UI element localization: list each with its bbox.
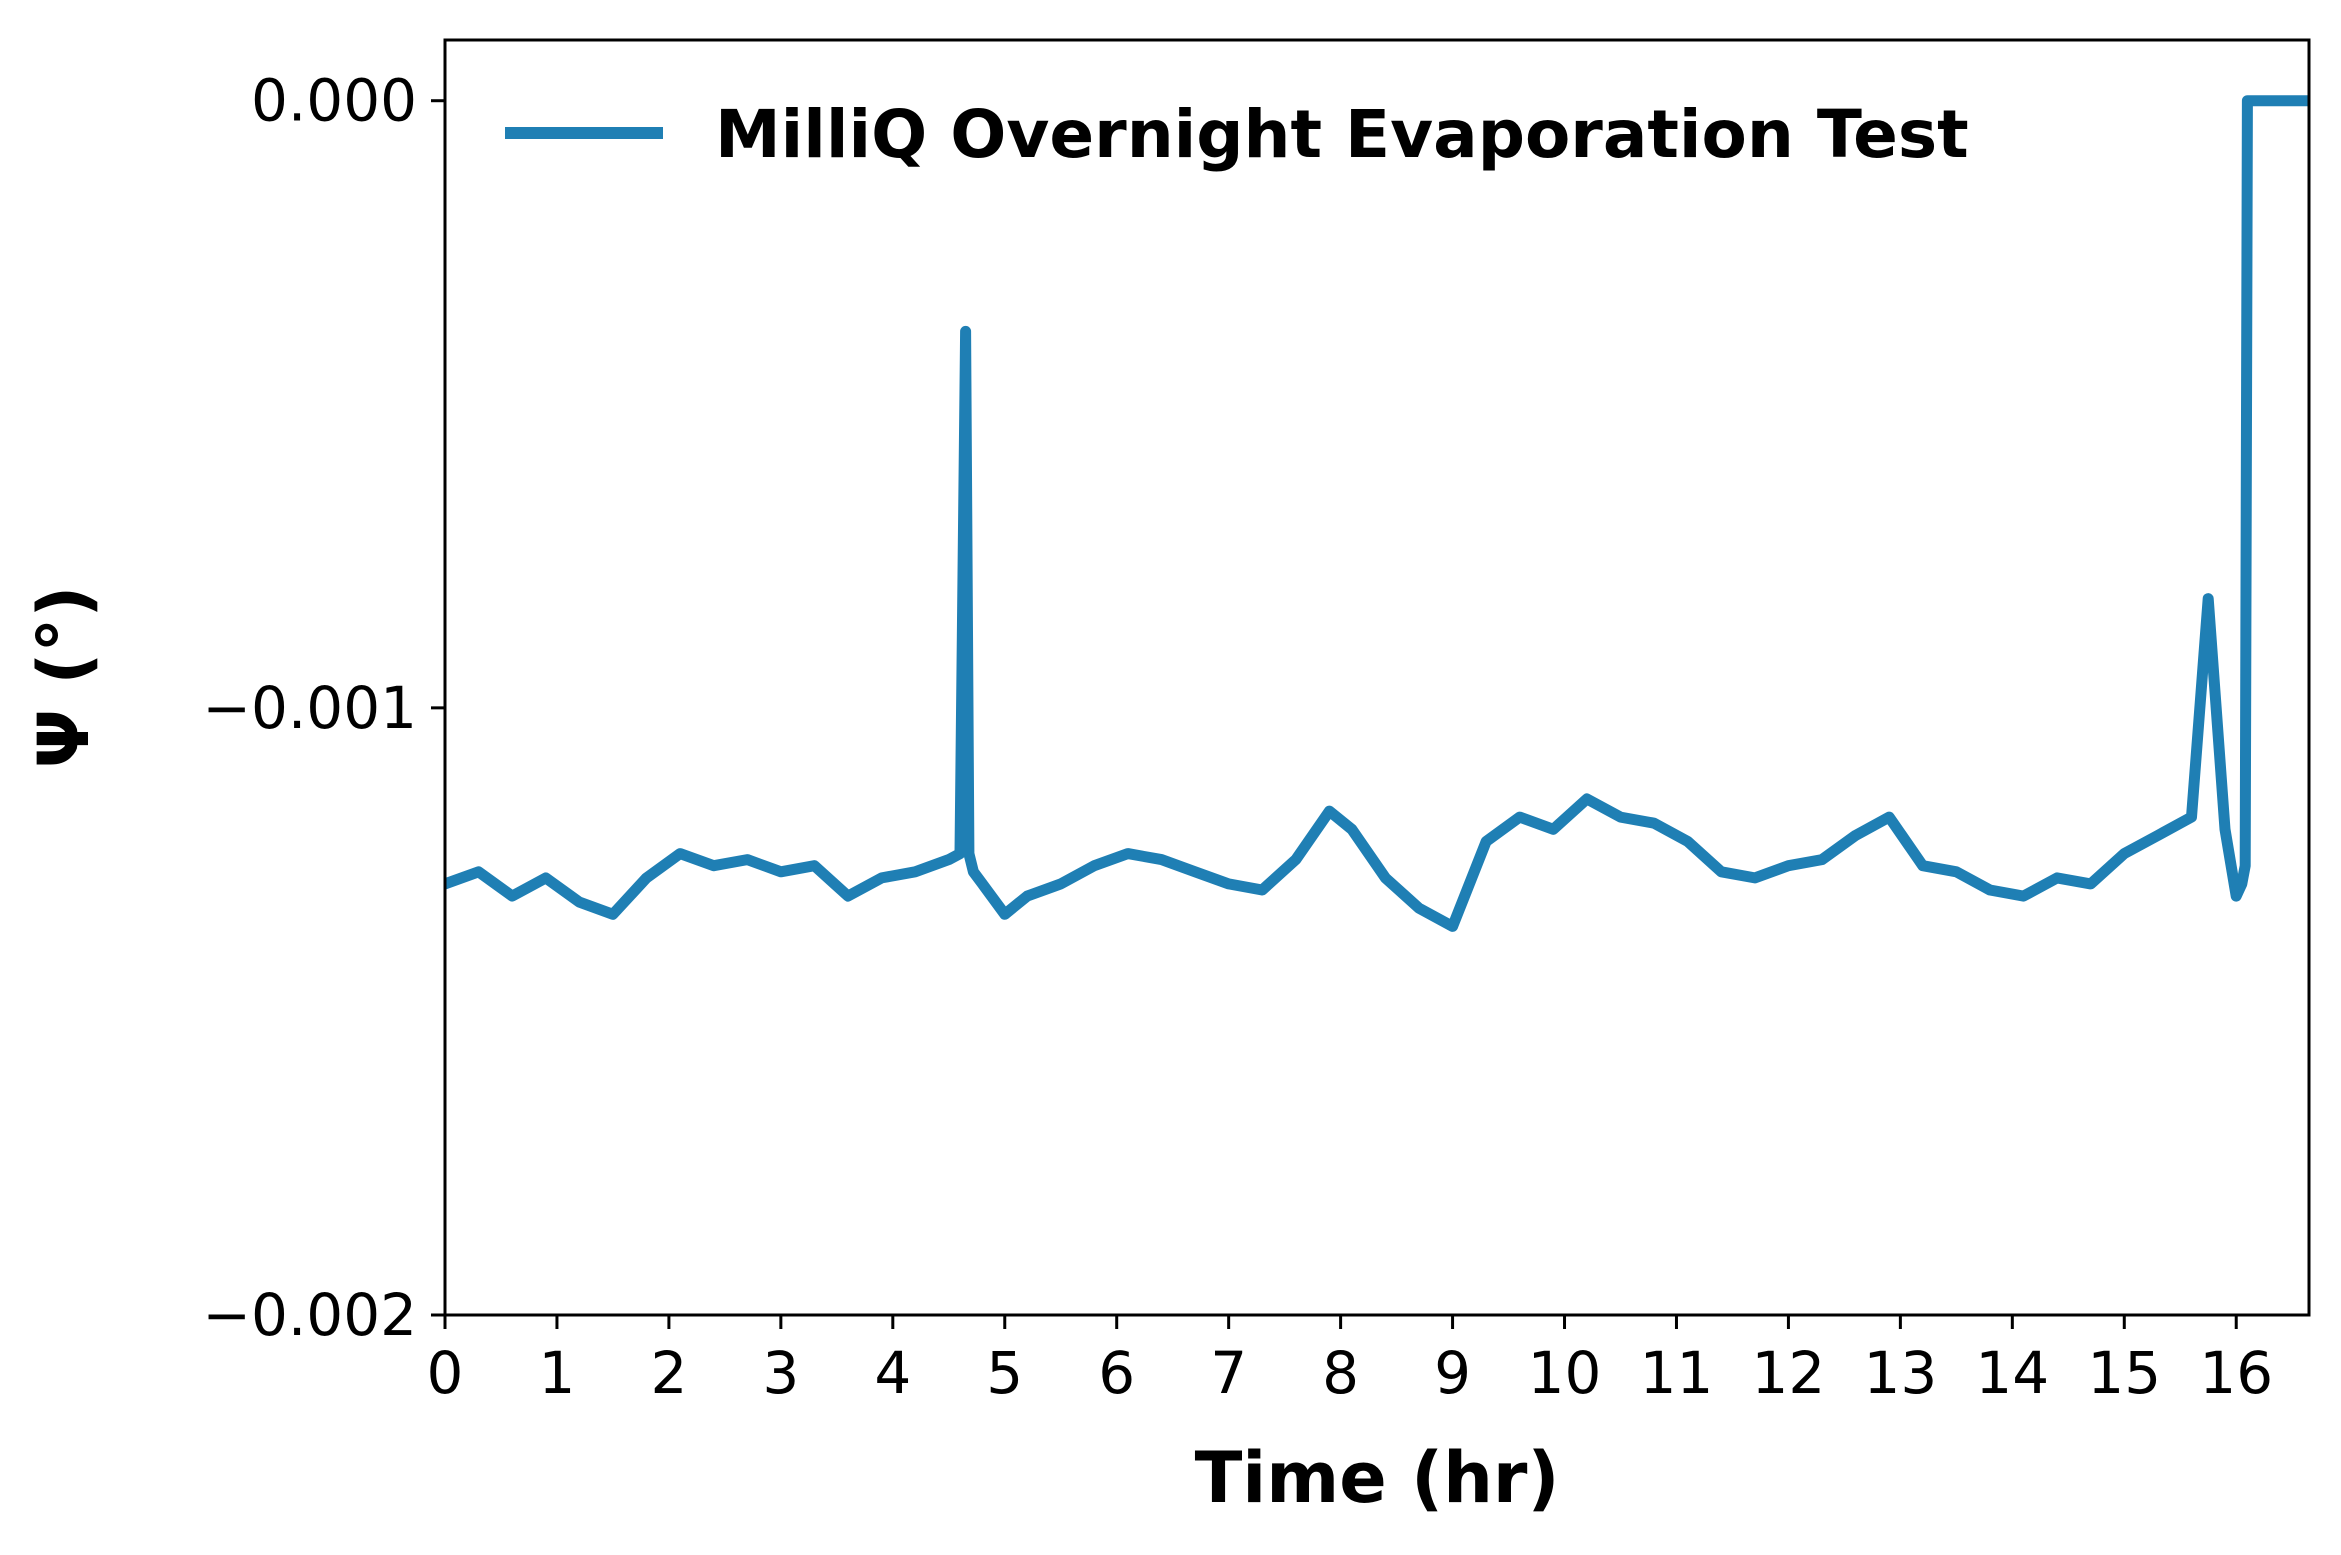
x-axis: 0 1 2 3 4 5 6 7 8 9 10 11 12 13 14 15 16 (427, 1315, 2273, 1407)
plot-frame (443, 38, 2311, 1317)
x-tick-label: 7 (1210, 1339, 1247, 1407)
x-tick-label: 12 (1752, 1339, 1826, 1407)
plot-area (445, 95, 2309, 932)
y-tick-label: 0.000 (251, 67, 417, 135)
x-tick-label: 14 (1975, 1339, 2049, 1407)
x-tick-label: 10 (1528, 1339, 1602, 1407)
x-axis-title: Time (hr) (1195, 1437, 1560, 1519)
legend-label: MilliQ Overnight Evaporation Test (715, 96, 1969, 173)
series-layer (445, 95, 2309, 932)
y-axis: 0.000 −0.001 −0.002 (202, 67, 445, 1349)
x-tick-label: 6 (1098, 1339, 1135, 1407)
x-tick-label: 16 (2199, 1339, 2273, 1407)
y-tick-label: −0.002 (202, 1281, 417, 1349)
series-line (445, 95, 2309, 932)
x-tick-label: 4 (874, 1339, 911, 1407)
x-tick-label: 13 (1863, 1339, 1937, 1407)
x-tick-label: 0 (427, 1339, 464, 1407)
x-tick-label: 1 (538, 1339, 575, 1407)
x-tick-label: 2 (650, 1339, 687, 1407)
x-tick-label: 15 (2087, 1339, 2161, 1407)
x-tick-label: 3 (762, 1339, 799, 1407)
x-tick-label: 9 (1434, 1339, 1471, 1407)
y-tick-label: −0.001 (202, 674, 417, 742)
x-tick-label: 11 (1640, 1339, 1714, 1407)
y-axis-title: Ψ (°) (23, 586, 105, 769)
x-tick-label: 5 (986, 1339, 1023, 1407)
legend: MilliQ Overnight Evaporation Test (505, 96, 1969, 173)
x-tick-label: 8 (1322, 1339, 1359, 1407)
